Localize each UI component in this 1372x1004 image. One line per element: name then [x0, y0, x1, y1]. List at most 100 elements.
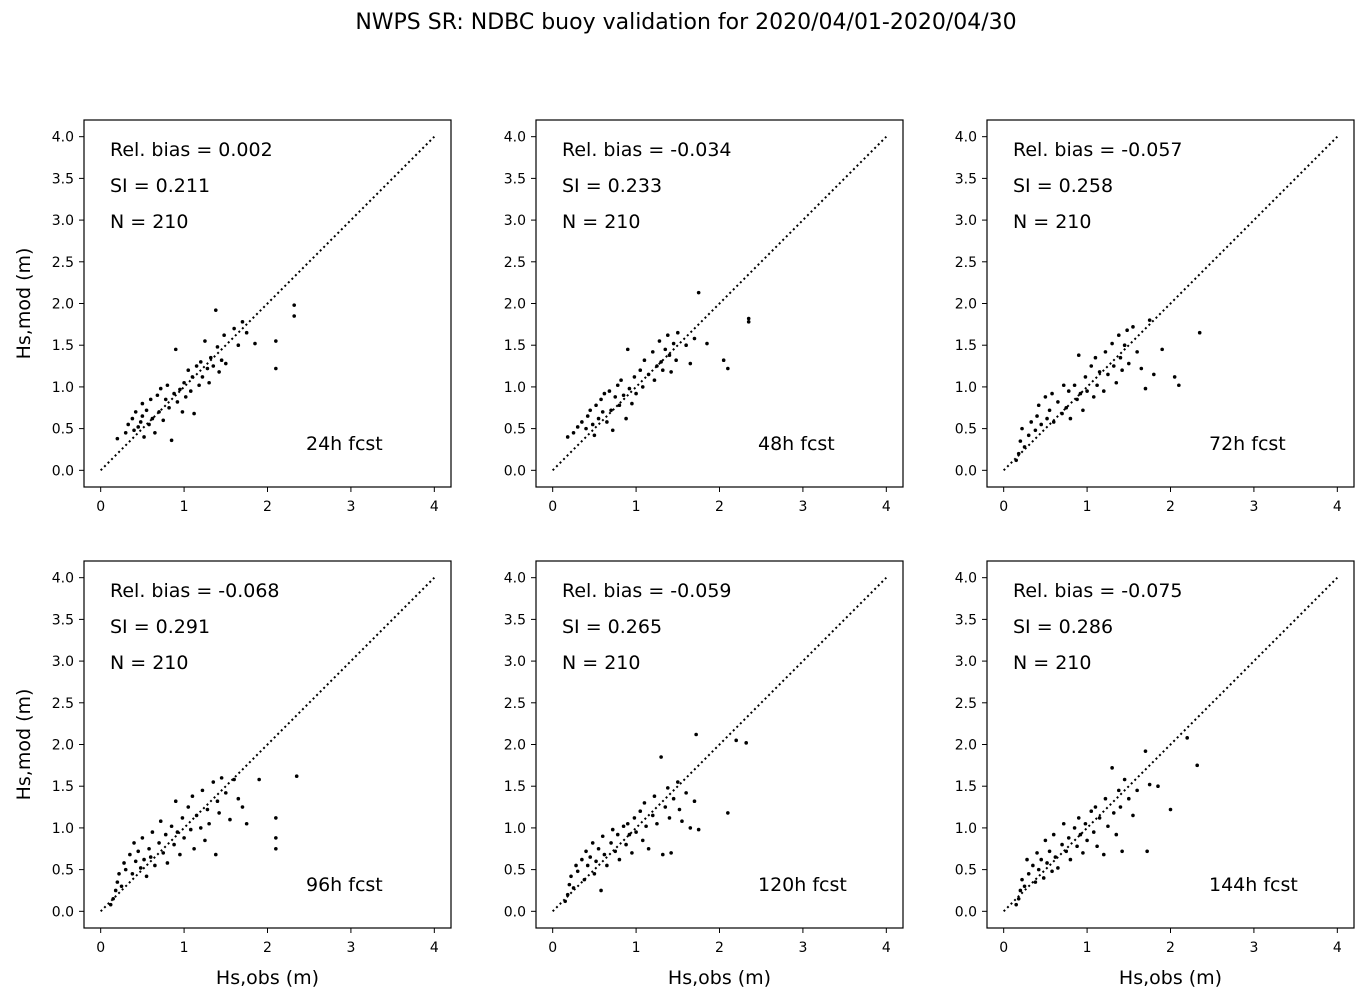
- data-point: [161, 851, 166, 855]
- data-point: [274, 836, 278, 840]
- y-tick-label: 1.0: [52, 821, 74, 837]
- x-tick-label: 0: [999, 499, 1008, 515]
- data-point: [638, 368, 643, 373]
- scatter-panel-3: 0 1 2 3 4 0.0 0.5 1.0 1.5 2.0 2.5 3.0 3.5 4.0 Rel. bia…: [955, 119, 1355, 515]
- data-point: [1068, 416, 1073, 421]
- data-point: [1035, 414, 1039, 418]
- data-point: [615, 832, 620, 837]
- y-tick-label: 0.5: [955, 422, 977, 438]
- data-point: [232, 326, 236, 331]
- data-point: [599, 397, 603, 402]
- data-point: [1118, 805, 1123, 809]
- data-point: [274, 366, 278, 371]
- data-point: [211, 780, 216, 784]
- data-point: [175, 400, 180, 404]
- data-point: [163, 832, 168, 837]
- data-point: [1111, 364, 1116, 368]
- data-point: [142, 857, 146, 862]
- data-point: [617, 857, 622, 862]
- figure-title: NWPS SR: NDBC buoy validation for 2020/0…: [355, 10, 1017, 35]
- data-point: [200, 788, 205, 793]
- data-point: [115, 880, 120, 884]
- x-tick-label: 2: [715, 499, 724, 515]
- data-point: [663, 805, 668, 809]
- y-tick-label: 2.5: [504, 255, 526, 271]
- data-point: [140, 836, 145, 840]
- data-point: [621, 393, 626, 398]
- x-tick-label: 4: [882, 940, 891, 956]
- stats-text: Rel. bias = -0.068: [110, 580, 280, 602]
- stats-text: SI = 0.286: [1013, 616, 1113, 638]
- data-point: [178, 387, 182, 392]
- data-point: [660, 852, 665, 857]
- data-point: [684, 343, 688, 348]
- stats-text: N = 210: [110, 652, 188, 674]
- x-tick-label: 3: [798, 499, 807, 515]
- data-point: [1051, 832, 1056, 837]
- data-point: [580, 420, 584, 424]
- data-point: [680, 819, 684, 824]
- data-point: [236, 343, 241, 348]
- data-point: [1033, 880, 1038, 884]
- data-point: [1056, 866, 1060, 870]
- data-point: [650, 813, 655, 818]
- data-point: [663, 347, 668, 352]
- data-point: [1039, 422, 1044, 427]
- data-point: [667, 353, 672, 358]
- data-point: [182, 380, 186, 385]
- data-point: [677, 807, 682, 812]
- data-point: [1135, 788, 1139, 793]
- x-tick-label: 1: [180, 499, 189, 515]
- data-point: [627, 386, 632, 391]
- data-point: [205, 366, 210, 371]
- forecast-label: 24h fcst: [306, 433, 383, 455]
- data-point: [600, 834, 605, 839]
- data-point: [165, 861, 170, 865]
- y-tick-label: 1.0: [52, 380, 74, 396]
- data-point: [213, 852, 218, 857]
- one-to-one-line: [99, 135, 436, 472]
- data-point: [1116, 333, 1121, 337]
- data-point: [1064, 405, 1069, 410]
- data-point: [236, 796, 241, 801]
- data-point: [1126, 796, 1131, 801]
- y-tick-label: 0.5: [504, 422, 526, 438]
- y-tick-label: 3.5: [504, 612, 526, 628]
- data-point: [172, 842, 176, 847]
- scatter-panel-1: 0 1 2 3 4 0.0 0.5 1.0 1.5 2.0 2.5 3.0 3.5 4.0 Rel. bia…: [13, 119, 452, 515]
- data-point: [1143, 749, 1148, 753]
- stats-text: N = 210: [1013, 652, 1091, 674]
- data-point: [1083, 821, 1088, 826]
- data-point: [244, 330, 249, 335]
- data-point: [1072, 826, 1077, 830]
- data-point: [208, 355, 213, 360]
- data-point: [1126, 361, 1131, 366]
- data-point: [194, 364, 199, 368]
- y-tick-label: 0.5: [52, 422, 74, 438]
- data-point: [190, 794, 195, 799]
- y-tick-label: 0.5: [52, 863, 74, 879]
- data-point: [150, 830, 155, 834]
- data-point: [158, 386, 163, 391]
- data-point: [142, 435, 146, 439]
- data-point: [624, 842, 628, 847]
- data-point: [1083, 375, 1088, 379]
- data-point: [599, 888, 603, 893]
- data-point: [1033, 428, 1038, 433]
- y-tick-label: 0.0: [504, 904, 526, 920]
- x-tick-label: 3: [346, 940, 355, 956]
- data-point: [136, 425, 141, 429]
- data-point: [746, 316, 751, 321]
- data-point: [632, 375, 637, 379]
- data-point: [625, 347, 630, 352]
- y-tick-label: 0.0: [955, 904, 977, 920]
- x-axis-label: Hs,obs (m): [668, 967, 771, 989]
- data-point: [674, 358, 678, 363]
- data-point: [721, 358, 726, 363]
- data-point: [1078, 391, 1083, 396]
- data-point: [634, 391, 638, 396]
- data-point: [688, 361, 693, 366]
- data-point: [1022, 445, 1027, 449]
- data-point: [644, 824, 648, 829]
- data-point: [1095, 844, 1099, 849]
